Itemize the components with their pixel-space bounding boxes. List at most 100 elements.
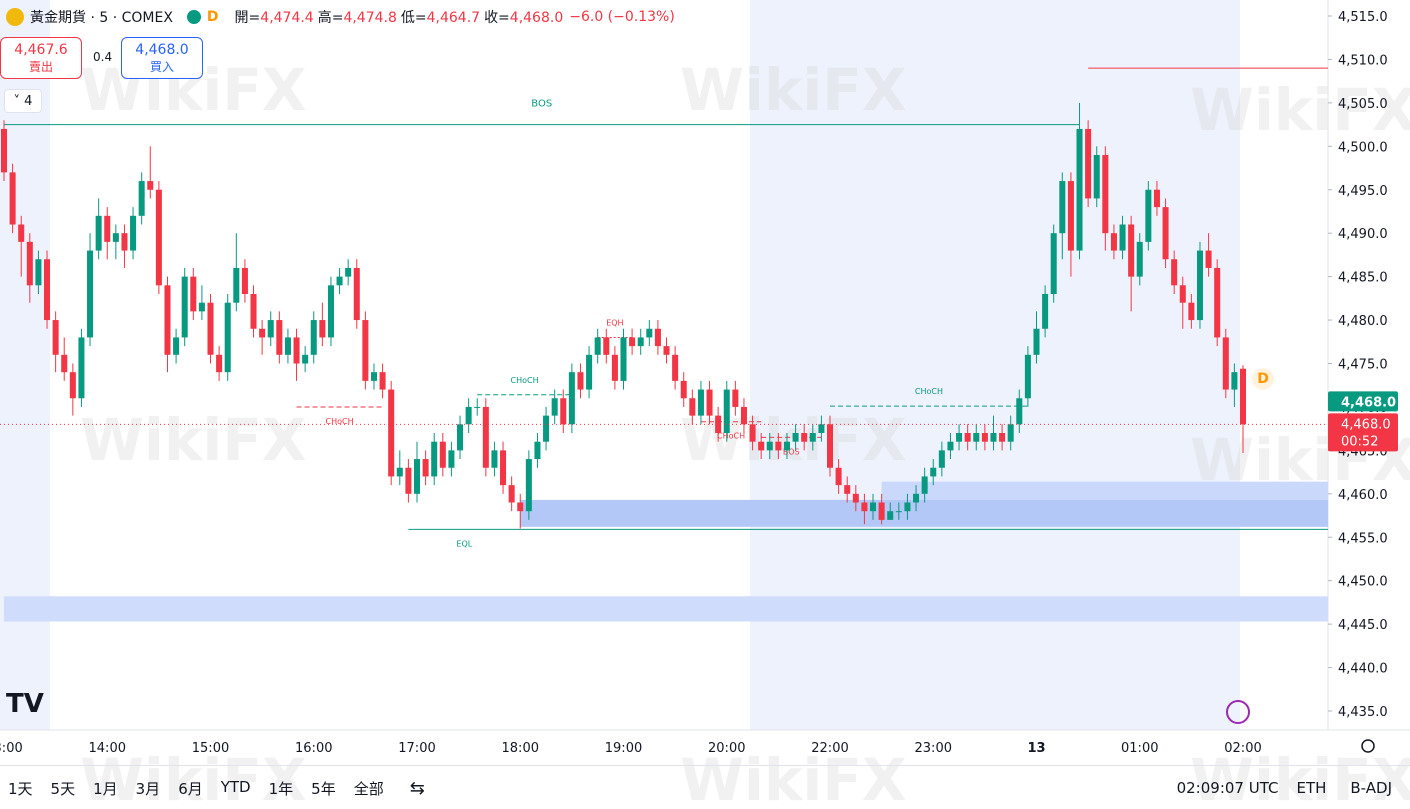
candle-body — [999, 433, 1006, 442]
candle-body — [715, 415, 722, 433]
candle-body — [0, 128, 8, 173]
session-badge[interactable]: D — [1252, 368, 1274, 390]
y-tick-label: 4,460.0 — [1338, 488, 1388, 503]
badge: D — [206, 9, 219, 25]
candle-body — [1076, 128, 1083, 251]
candle-body — [1179, 285, 1186, 303]
periods: 1天 5天 1月 3月 6月 YTD 1年 5年 全部 — [8, 778, 384, 799]
adjust[interactable]: B-ADJ — [1350, 779, 1392, 797]
candle-body — [990, 433, 997, 442]
ohlc-item: 收=4,468.0 — [484, 7, 563, 27]
candle-body — [766, 441, 773, 451]
candle-body — [327, 285, 334, 338]
candle-body — [1188, 302, 1195, 321]
symbol-icon — [6, 8, 24, 26]
candle-body — [792, 433, 799, 442]
period-button[interactable]: 6月 — [178, 779, 203, 798]
annotations: BOS CHoCH CHoCH EQH CHoCH BOS CHoCH EQL — [4, 67, 1328, 548]
last-price-label: 4,468.0 — [1341, 417, 1391, 432]
candle-body — [930, 467, 937, 477]
period-button[interactable]: 5天 — [50, 779, 76, 798]
candle-body — [1196, 250, 1203, 321]
candle-body — [629, 337, 636, 347]
candle-body — [482, 406, 489, 468]
y-tick-label: 4,440.0 — [1338, 662, 1388, 677]
session[interactable]: ETH — [1296, 779, 1327, 797]
status-dot — [186, 10, 201, 24]
candle-body — [775, 441, 782, 451]
period-button[interactable]: YTD — [220, 777, 251, 796]
order-block — [520, 499, 1328, 527]
candle-body — [551, 398, 558, 416]
watermark: WikiFX — [80, 746, 307, 809]
candle-body — [250, 294, 257, 329]
candle-body — [852, 493, 859, 503]
candle-body — [1033, 328, 1040, 355]
candle-body — [921, 476, 928, 494]
candle-body — [26, 241, 33, 286]
structure-label: CHoCH — [915, 387, 943, 396]
candle-body — [87, 250, 94, 338]
period-button[interactable]: 1年 — [268, 779, 294, 798]
candle-body — [758, 441, 765, 451]
symbol[interactable]: 黃金期貨 · 5 · COMEX — [30, 10, 173, 26]
candle-body — [1110, 233, 1117, 251]
candle-body — [198, 302, 205, 312]
candle-body — [207, 302, 214, 355]
change: −6.0 (−0.13%) — [569, 9, 675, 25]
candle-body — [319, 320, 326, 338]
period-button[interactable]: 5年 — [311, 779, 336, 798]
candle-body — [422, 459, 429, 477]
period-button[interactable]: 1月 — [93, 779, 118, 798]
period-button[interactable]: 1天 — [8, 779, 33, 798]
buy-button[interactable]: 4,468.0 買入 — [121, 37, 203, 79]
candle-body — [1153, 189, 1160, 208]
order-block — [881, 481, 1328, 500]
candle-body — [783, 441, 790, 451]
watermark: WikiFX — [80, 406, 307, 474]
y-tick-label: 4,435.0 — [1338, 705, 1388, 720]
y-tick-label: 4,505.0 — [1338, 97, 1388, 112]
ohlc-label: 收= — [484, 10, 510, 26]
x-tick-label: 15:00 — [192, 741, 229, 756]
candle-body — [1119, 224, 1126, 251]
candle-body — [310, 320, 317, 355]
candle-body — [491, 450, 498, 468]
candle-body — [680, 380, 687, 399]
candle-body — [413, 459, 421, 494]
indicator-toggle[interactable]: ˅ 4 — [4, 89, 42, 113]
ohlc-value: 4,474.8 — [343, 10, 397, 26]
candle-body — [577, 372, 584, 390]
candle-body — [740, 406, 747, 425]
settings-icon[interactable] — [1361, 739, 1375, 753]
candle-body — [706, 389, 713, 416]
candle-body — [870, 502, 877, 512]
compare-icon[interactable]: ⇆ — [409, 777, 425, 799]
candle-body — [353, 267, 360, 321]
candle-body — [1059, 181, 1066, 234]
watermark: WikiFX — [680, 56, 907, 124]
tv-logo: TV — [6, 689, 44, 719]
candle-body — [904, 502, 911, 512]
x-tick-label: 22:00 — [811, 741, 848, 756]
y-tick-label: 4,450.0 — [1338, 575, 1388, 590]
ohlc-label: 低= — [400, 10, 427, 26]
candle-body — [594, 337, 601, 355]
candle-body — [147, 181, 154, 190]
candle-body — [560, 398, 567, 425]
candle-body — [362, 320, 369, 381]
candle-body — [164, 285, 171, 355]
candle-body — [586, 354, 593, 390]
period-button[interactable]: 全部 — [353, 779, 384, 798]
period-button[interactable]: 3月 — [135, 779, 161, 798]
event-icon[interactable] — [1226, 700, 1250, 724]
candle-body — [69, 372, 76, 399]
candle-body — [500, 450, 507, 486]
sell-button[interactable]: 4,467.6 賣出 — [0, 37, 82, 79]
candle-body — [878, 502, 885, 520]
candle-body — [465, 406, 472, 425]
candle-body — [568, 372, 575, 425]
ask-tag — [1328, 391, 1398, 412]
candle-body — [259, 328, 266, 338]
